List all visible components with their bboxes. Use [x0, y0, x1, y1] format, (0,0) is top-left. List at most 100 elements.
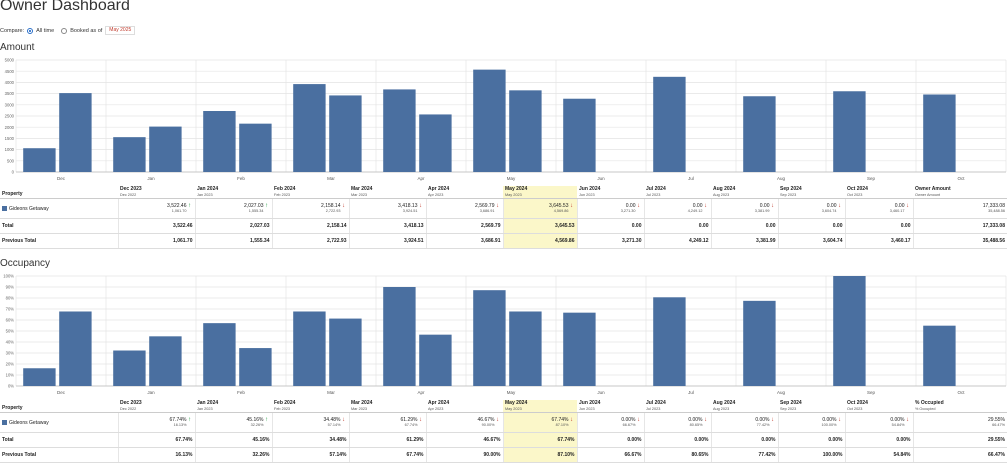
month-compare-label: Sep 2023	[780, 407, 797, 411]
previous-value: 57.14%	[327, 423, 341, 427]
previous-value: 3,460.17	[889, 209, 905, 213]
booked-as-of-label[interactable]: Booked as of	[70, 27, 103, 34]
month-compare-label: Jan 2023	[197, 407, 213, 411]
y-tick-label: 4500	[5, 69, 15, 74]
all-time-label[interactable]: All time	[36, 27, 55, 34]
month-label: Sep 2024	[780, 186, 802, 192]
bar-previous[interactable]	[383, 287, 416, 386]
bar-previous[interactable]	[473, 290, 506, 386]
bar-previous[interactable]	[923, 94, 956, 172]
property-cell[interactable]: Gideons Getaway	[0, 198, 118, 219]
bar-previous[interactable]	[113, 350, 146, 386]
current-value: 61.29%	[400, 417, 418, 423]
summary-sub-label: Owner Amount	[915, 193, 941, 197]
month-label: Sep 2024	[780, 400, 802, 406]
month-label: Oct 2024	[847, 400, 868, 406]
previous-total-value: 1,555.34	[194, 233, 272, 249]
booked-date-input[interactable]: May 2025	[105, 26, 136, 35]
arrow-down-icon: ↓	[704, 203, 707, 209]
bar-previous[interactable]	[23, 148, 56, 172]
arrow-down-icon: ↓	[496, 203, 499, 209]
total-value: 46.67%	[425, 432, 503, 448]
previous-total-value: 16.13%	[117, 447, 195, 463]
x-tick-label: May	[507, 390, 516, 395]
summary-cell: 29.55% 66.47%	[912, 412, 1007, 433]
bar-previous[interactable]	[203, 323, 236, 386]
x-tick-label: Apr	[417, 390, 425, 395]
previous-value: 77.42%	[756, 423, 770, 427]
month-compare-label: Sep 2023	[780, 193, 797, 197]
month-label: Mar 2024	[351, 400, 373, 406]
total-value: 67.74%	[117, 432, 195, 448]
bar-current[interactable]	[149, 336, 182, 386]
bar-previous[interactable]	[203, 111, 236, 172]
bar-current[interactable]	[509, 90, 542, 172]
value-cell: 0.00 3,271.30 ↓	[576, 198, 644, 219]
bar-previous[interactable]	[653, 297, 686, 386]
bar-current[interactable]	[239, 123, 272, 172]
property-name[interactable]: Gideons Getaway	[9, 419, 49, 426]
bar-previous[interactable]	[563, 312, 596, 386]
total-row: Total 67.74% 45.16% 34.48% 61.29% 46.67% 67.74…	[0, 432, 1007, 448]
bar-current[interactable]	[419, 334, 452, 386]
bar-previous[interactable]	[383, 89, 416, 172]
month-label: Jul 2024	[646, 400, 666, 406]
bar-previous[interactable]	[743, 96, 776, 172]
previous-total-value: 32.26%	[194, 447, 272, 463]
table-row: Gideons Getaway 3,522.46 1,061.70 ↑ 2,027.03…	[0, 198, 1007, 219]
bar-previous[interactable]	[473, 69, 506, 172]
previous-total-summary: 66.47%	[912, 447, 1007, 463]
current-value: 0.00%	[890, 417, 905, 423]
property-name[interactable]: Gideons Getaway	[9, 205, 49, 212]
bar-current[interactable]	[59, 93, 92, 172]
total-value: 0.00	[777, 218, 845, 234]
all-time-radio[interactable]	[27, 27, 34, 34]
bar-previous[interactable]	[743, 300, 776, 386]
value-cell: 2,027.03 1,555.34 ↑	[194, 198, 272, 219]
property-cell[interactable]: Gideons Getaway	[0, 412, 118, 433]
bar-current[interactable]	[509, 311, 542, 386]
x-tick-label: Sep	[867, 390, 876, 395]
bar-previous[interactable]	[653, 76, 686, 172]
month-compare-label: Jul 2023	[646, 407, 661, 411]
amount-section-title: Amount	[0, 42, 35, 53]
y-tick-label: 90%	[6, 285, 15, 290]
previous-value: 3,686.91	[479, 209, 495, 213]
bar-previous[interactable]	[833, 91, 866, 172]
total-value: 0.00	[643, 218, 711, 234]
arrow-down-icon: ↓	[838, 203, 841, 209]
previous-total-value: 3,381.99	[710, 233, 778, 249]
y-tick-label: 2000	[5, 125, 15, 130]
y-tick-label: 60%	[6, 318, 15, 323]
bar-current[interactable]	[59, 311, 92, 386]
bar-previous[interactable]	[563, 98, 596, 172]
bar-previous[interactable]	[833, 276, 866, 386]
current-value: 3,418.13	[398, 203, 418, 209]
y-tick-label: 1000	[5, 147, 15, 152]
bar-current[interactable]	[329, 318, 362, 386]
value-cell: 34.48% 57.14% ↓	[271, 412, 349, 433]
month-header: Sep 2024 Sep 2023	[778, 400, 845, 413]
bar-previous[interactable]	[293, 84, 326, 172]
previous-total-value: 2,722.93	[271, 233, 349, 249]
previous-value: 100.00%	[821, 423, 837, 427]
month-header: Jun 2024 Jun 2023	[577, 400, 644, 413]
month-header: May 2024 May 2023	[503, 186, 577, 199]
bar-current[interactable]	[419, 114, 452, 172]
arrow-down-icon: ↓	[419, 203, 422, 209]
property-header: Property	[0, 400, 118, 413]
value-cell: 3,418.13 3,924.51 ↓	[348, 198, 426, 219]
bar-current[interactable]	[149, 126, 182, 172]
bar-previous[interactable]	[293, 311, 326, 386]
previous-total-summary: 35,488.56	[912, 233, 1007, 249]
bar-previous[interactable]	[113, 137, 146, 172]
series-swatch	[2, 419, 7, 425]
bar-previous[interactable]	[923, 325, 956, 386]
bar-current[interactable]	[329, 95, 362, 172]
booked-as-of-radio[interactable]	[61, 27, 68, 34]
bar-previous[interactable]	[23, 368, 56, 386]
x-tick-label: Mar	[327, 390, 335, 395]
y-tick-label: 500	[7, 158, 15, 163]
value-cell: 46.67% 90.00% ↓	[425, 412, 503, 433]
bar-current[interactable]	[239, 348, 272, 386]
